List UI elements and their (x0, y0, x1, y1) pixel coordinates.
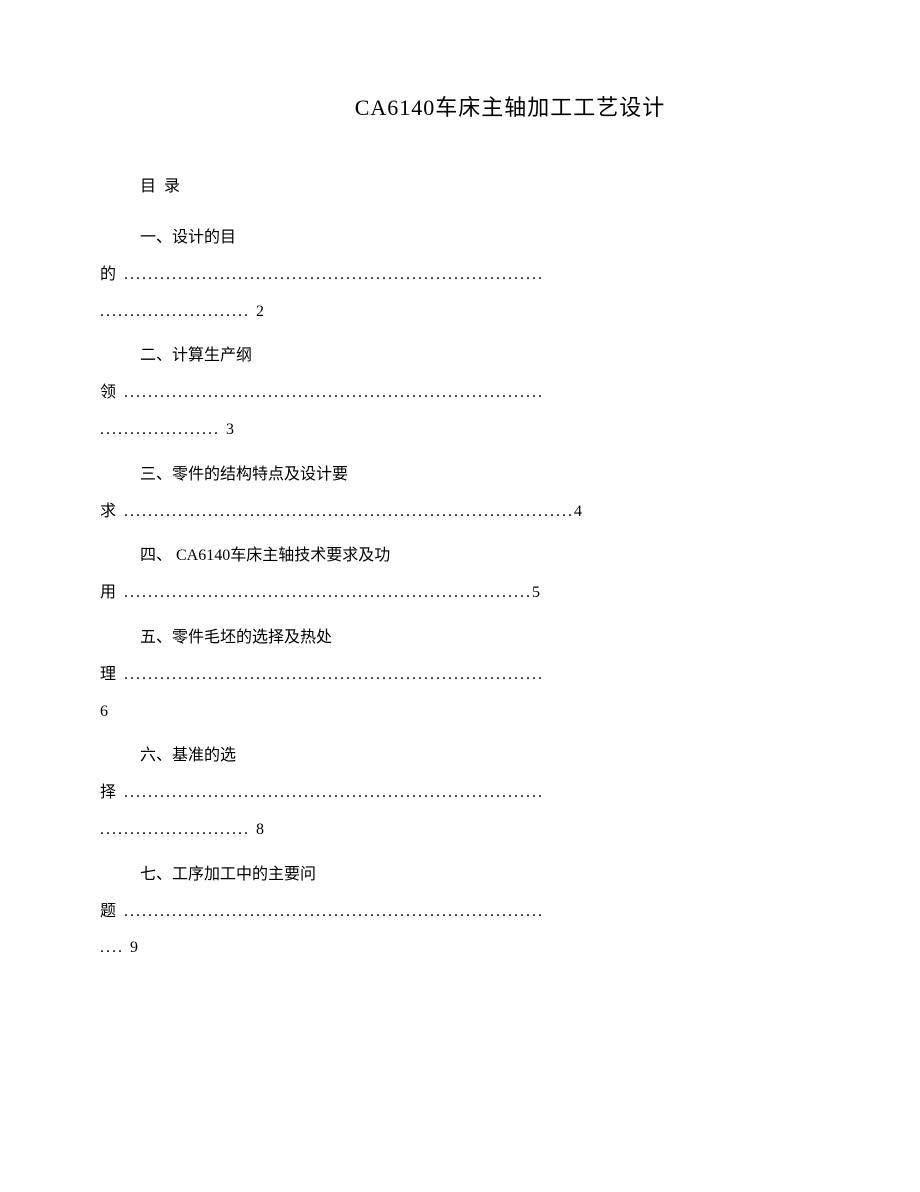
toc-entry-2: 二、计算生产纲 领 ..............................… (100, 342, 820, 444)
toc-entry-5: 五、零件毛坯的选择及热处 理 .........................… (100, 624, 820, 726)
toc-entry-line: 二、计算生产纲 (140, 342, 820, 371)
toc-entry-line: 一、设计的目 (140, 224, 820, 253)
toc-entry-line: 求 ......................................… (100, 498, 820, 527)
toc-entry-1: 一、设计的目 的 ...............................… (100, 224, 820, 326)
toc-entry-line: ......................... 2 (100, 298, 820, 327)
toc-header: 目 录 (140, 172, 820, 196)
toc-entry-line: 领 ......................................… (100, 379, 820, 408)
document-title: CA6140车床主轴加工工艺设计 (200, 90, 820, 122)
toc-entry-line: 七、工序加工中的主要问 (140, 861, 820, 890)
toc-entry-line: 六、基准的选 (140, 742, 820, 771)
toc-entry-line: 题 ......................................… (100, 898, 820, 927)
toc-entry-6: 六、基准的选 择 ...............................… (100, 742, 820, 844)
toc-entry-3: 三、零件的结构特点及设计要 求 ........................… (100, 461, 820, 527)
toc-entry-line: 三、零件的结构特点及设计要 (140, 461, 820, 490)
toc-entry-line: .................... 3 (100, 416, 820, 445)
toc-entry-line: 用 ......................................… (100, 579, 820, 608)
toc-entry-line: 四、 CA6140车床主轴技术要求及功 (140, 542, 820, 571)
toc-entry-line: 理 ......................................… (100, 661, 820, 690)
toc-entry-line: ......................... 8 (100, 816, 820, 845)
toc-entry-line: 的 ......................................… (100, 261, 820, 290)
toc-entry-line: 6 (100, 698, 820, 727)
toc-entry-line: .... 9 (100, 934, 820, 963)
toc-entry-line: 择 ......................................… (100, 779, 820, 808)
toc-entry-line: 五、零件毛坯的选择及热处 (140, 624, 820, 653)
toc-entry-7: 七、工序加工中的主要问 题 ..........................… (100, 861, 820, 963)
toc-entry-4: 四、 CA6140车床主轴技术要求及功 用 ..................… (100, 542, 820, 608)
